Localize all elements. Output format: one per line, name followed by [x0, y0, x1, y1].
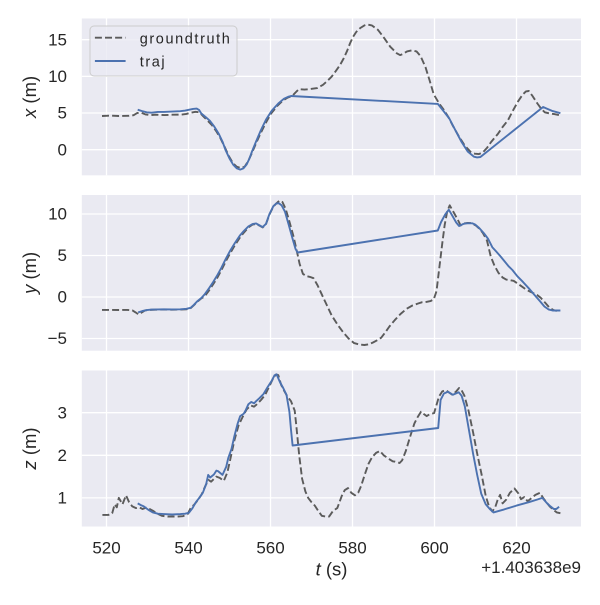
svg-text:5: 5	[58, 104, 67, 123]
svg-text:5: 5	[58, 246, 67, 265]
svg-text:520: 520	[92, 538, 120, 557]
svg-text:0: 0	[58, 288, 67, 307]
svg-text:600: 600	[420, 538, 448, 557]
svg-text:2: 2	[58, 446, 67, 465]
svg-text:10: 10	[48, 67, 67, 86]
svg-text:+1.403638e9: +1.403638e9	[481, 558, 581, 577]
svg-text:10: 10	[48, 205, 67, 224]
svg-text:15: 15	[48, 30, 67, 49]
svg-text:620: 620	[502, 538, 530, 557]
svg-text:z (m): z (m)	[19, 427, 40, 470]
svg-text:x (m): x (m)	[19, 76, 40, 119]
svg-text:540: 540	[174, 538, 202, 557]
svg-text:1: 1	[58, 489, 67, 508]
svg-text:groundtruth: groundtruth	[140, 32, 232, 48]
svg-text:y (m): y (m)	[19, 252, 40, 296]
svg-text:560: 560	[256, 538, 284, 557]
svg-text:t (s): t (s)	[316, 558, 348, 579]
svg-text:traj: traj	[140, 55, 167, 71]
svg-text:580: 580	[338, 538, 366, 557]
svg-text:−5: −5	[48, 329, 67, 348]
svg-text:3: 3	[58, 403, 67, 422]
svg-text:0: 0	[58, 140, 67, 159]
